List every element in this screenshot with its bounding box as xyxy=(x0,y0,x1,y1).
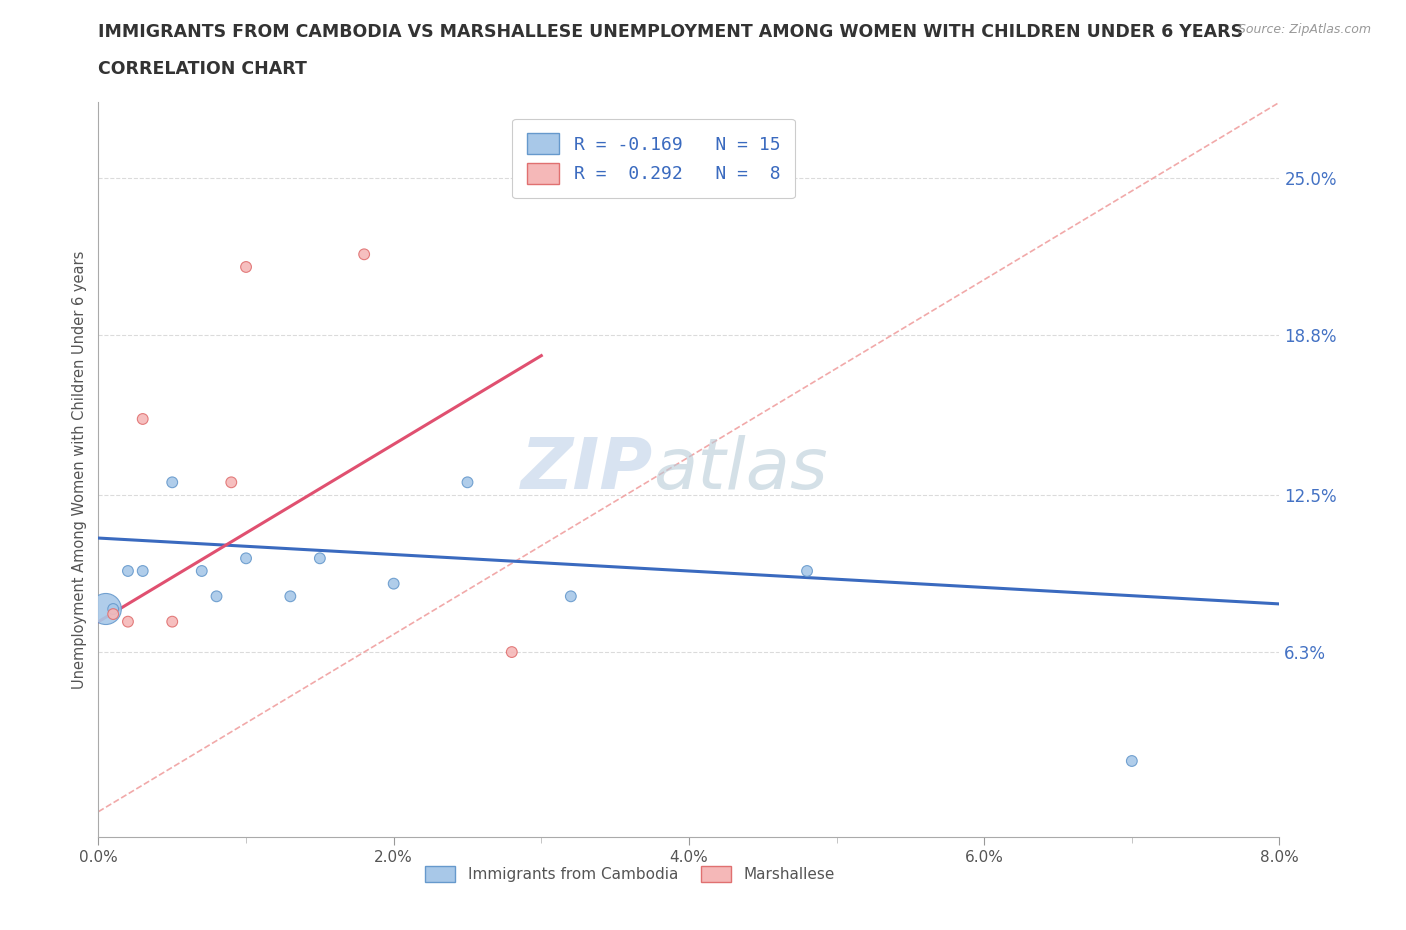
Point xyxy=(117,614,139,629)
Text: ZIP: ZIP xyxy=(522,435,654,504)
Point xyxy=(162,475,183,490)
Point xyxy=(205,589,228,604)
Point xyxy=(117,564,139,578)
Point xyxy=(501,644,523,659)
Text: atlas: atlas xyxy=(654,435,828,504)
Point xyxy=(94,602,117,617)
Point xyxy=(132,564,155,578)
Point xyxy=(382,577,405,591)
Point xyxy=(309,551,332,565)
Point xyxy=(1121,753,1143,768)
Point xyxy=(235,551,257,565)
Point xyxy=(132,412,155,427)
Point xyxy=(353,246,375,261)
Point xyxy=(560,589,582,604)
Point xyxy=(162,614,183,629)
Text: CORRELATION CHART: CORRELATION CHART xyxy=(98,60,308,78)
Point xyxy=(796,564,818,578)
Point xyxy=(457,475,479,490)
Y-axis label: Unemployment Among Women with Children Under 6 years: Unemployment Among Women with Children U… xyxy=(72,250,87,689)
Point xyxy=(191,564,214,578)
Point xyxy=(103,602,125,617)
Legend: Immigrants from Cambodia, Marshallese: Immigrants from Cambodia, Marshallese xyxy=(419,860,841,888)
Point xyxy=(235,259,257,274)
Point xyxy=(103,606,125,621)
Text: IMMIGRANTS FROM CAMBODIA VS MARSHALLESE UNEMPLOYMENT AMONG WOMEN WITH CHILDREN U: IMMIGRANTS FROM CAMBODIA VS MARSHALLESE … xyxy=(98,23,1243,41)
Point xyxy=(221,475,243,490)
Text: Source: ZipAtlas.com: Source: ZipAtlas.com xyxy=(1237,23,1371,36)
Point xyxy=(280,589,302,604)
